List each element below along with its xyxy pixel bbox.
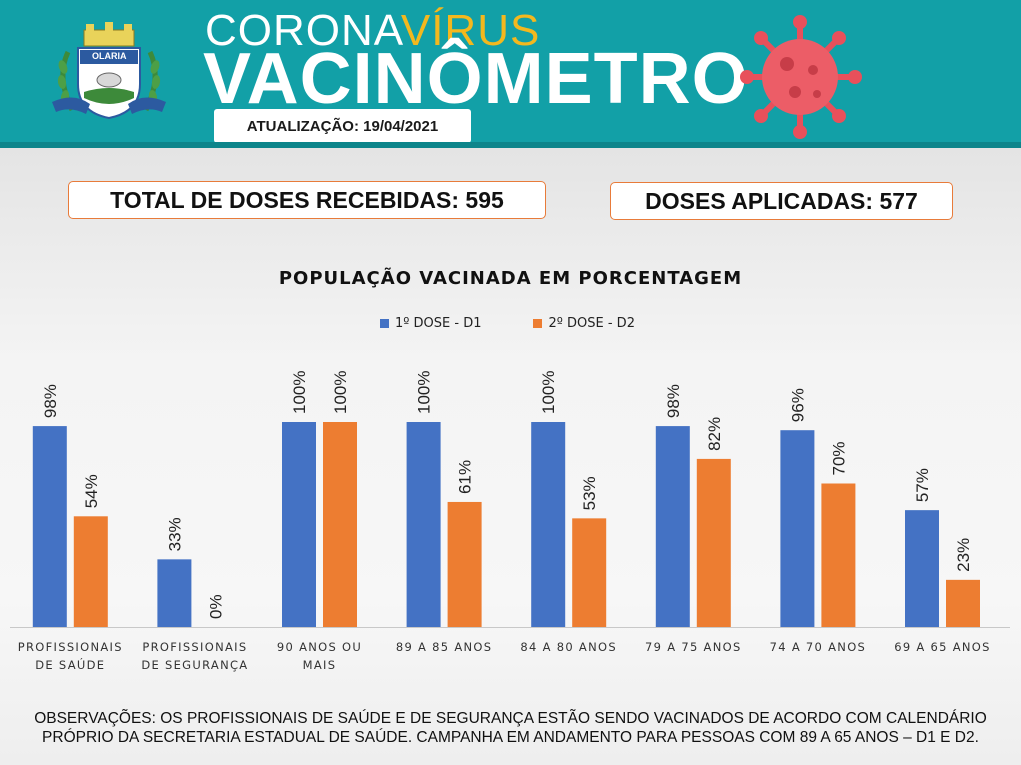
bar-dose1-7 [905, 510, 939, 627]
data-label-dose2-4: 53% [580, 476, 599, 510]
coronavirus-icon [740, 15, 862, 139]
data-label-dose1-1: 33% [165, 517, 184, 551]
legend-swatch-dose2 [533, 319, 543, 328]
observation-line-1: OBSERVAÇÕES: OS PROFISSIONAIS DE SAÚDE E… [34, 710, 987, 727]
data-label-dose1-2: 100% [290, 371, 309, 414]
bar-dose2-2 [323, 422, 357, 627]
category-label-0-0: PROFISSIONAIS [18, 640, 123, 654]
bar-dose2-3 [447, 501, 482, 627]
data-label-dose1-5: 98% [664, 384, 683, 418]
bar-dose2-4 [572, 518, 607, 627]
data-label-dose2-7: 23% [954, 538, 973, 572]
bar-dose1-6 [780, 430, 815, 627]
legend-item-dose1: 1º DOSE - D1 [380, 316, 481, 331]
legend-swatch-dose1 [380, 319, 389, 328]
category-label-1-1: DE SEGURANÇA [141, 658, 248, 672]
legend-label-dose1: 1º DOSE - D1 [395, 316, 482, 331]
bar-dose1-3 [406, 422, 441, 627]
category-label-4-0: 84 A 80 ANOS [520, 640, 617, 654]
bar-dose2-5 [696, 458, 731, 627]
category-label-5-0: 79 A 75 ANOS [645, 640, 742, 654]
bar-dose1-0 [32, 426, 67, 627]
emblem-label: OLARIA [92, 51, 127, 61]
data-label-dose2-5: 82% [705, 417, 724, 451]
data-label-dose1-3: 100% [415, 371, 434, 414]
category-label-2-0: 90 ANOS OU [277, 640, 362, 654]
data-label-dose1-4: 100% [539, 371, 558, 414]
data-label-dose1-7: 57% [913, 468, 932, 502]
doses-applied: DOSES APLICADAS: 577 [610, 182, 953, 220]
category-label-1-0: PROFISSIONAIS [142, 640, 247, 654]
bar-chart: 98% 54% PROFISSIONAIS DE SAÚDE 33% 0% PROFISSI… [10, 371, 1010, 672]
category-label-2-1: MAIS [303, 658, 337, 672]
bar-dose1-1 [157, 559, 192, 627]
data-label-dose1-6: 96% [788, 388, 807, 422]
data-label-dose2-0: 54% [82, 474, 101, 508]
bar-dose2-7 [946, 579, 980, 627]
bar-dose2-0 [73, 516, 108, 627]
category-label-0-1: DE SAÚDE [35, 657, 105, 672]
observations-note: OBSERVAÇÕES: OS PROFISSIONAIS DE SAÚDE E… [0, 709, 1021, 747]
bar-dose1-4 [531, 422, 566, 627]
observation-line-2: PRÓPRIO DA SECRETARIA ESTADUAL DE SAÚDE.… [42, 729, 979, 746]
bar-dose1-5 [655, 426, 690, 627]
data-label-dose2-2: 100% [331, 371, 350, 414]
banner-title-main: VACINÔMETRO [203, 39, 749, 119]
total-doses-received: TOTAL DE DOSES RECEBIDAS: 595 [68, 181, 546, 219]
title-corona: CORONA [205, 6, 401, 55]
bar-dose1-2 [282, 422, 316, 627]
bar-dose2-6 [821, 483, 856, 627]
chart-title: POPULAÇÃO VACINADA EM PORCENTAGEM [278, 268, 743, 289]
municipal-coat-of-arms [52, 22, 166, 120]
data-label-dose2-1: 0% [206, 594, 225, 619]
category-label-7-0: 69 A 65 ANOS [894, 640, 991, 654]
category-label-6-0: 74 A 70 ANOS [770, 640, 867, 654]
legend-item-dose2: 2º DOSE - D2 [533, 316, 635, 331]
legend-label-dose2: 2º DOSE - D2 [548, 316, 635, 331]
data-label-dose1-0: 98% [41, 384, 60, 418]
chart-legend: 1º DOSE - D1 2º DOSE - D2 [380, 316, 635, 331]
category-label-3-0: 89 A 85 ANOS [396, 640, 493, 654]
update-date-badge: ATUALIZAÇÃO: 19/04/2021 [214, 109, 471, 143]
data-label-dose2-3: 61% [456, 460, 475, 494]
header-banner: OLARIA CORONAVÍRUS VACINÔMETRO ATUALIZAÇ… [0, 0, 1021, 148]
banner-title-top: CORONAVÍRUS [205, 6, 540, 56]
title-virus: VÍRUS [400, 6, 541, 55]
data-label-dose2-6: 70% [829, 441, 848, 475]
